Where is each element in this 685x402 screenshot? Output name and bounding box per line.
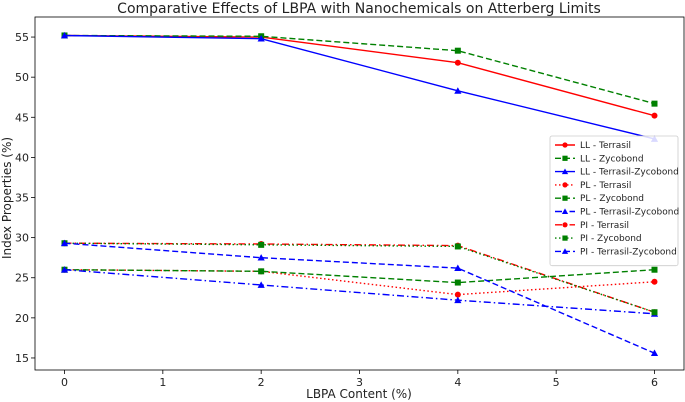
series-line bbox=[64, 34, 655, 140]
legend-marker bbox=[562, 235, 568, 241]
x-axis: 0 1 2 3 4 5 6 bbox=[61, 370, 658, 389]
x-tick-label: 5 bbox=[553, 376, 560, 389]
y-tick-label: 15 bbox=[15, 352, 29, 365]
plot-area bbox=[34, 16, 685, 371]
series-line bbox=[64, 242, 655, 313]
data-point bbox=[454, 264, 462, 271]
x-tick-label: 4 bbox=[454, 376, 461, 389]
legend-item: LL - Terrasil bbox=[555, 141, 631, 151]
y-tick-label: 25 bbox=[15, 272, 29, 285]
y-axis: 15 20 25 30 35 40 45 50 55 bbox=[15, 31, 35, 365]
y-axis-title: Index Properties (%) bbox=[0, 137, 14, 259]
data-point bbox=[258, 241, 265, 248]
series-1 bbox=[61, 32, 658, 107]
legend-label: LL - Terrasil-Zycobond bbox=[580, 168, 679, 178]
y-tick-label: 55 bbox=[15, 31, 29, 44]
data-point bbox=[454, 243, 461, 250]
legend-box bbox=[549, 135, 679, 267]
data-point bbox=[651, 309, 658, 316]
x-tick-label: 2 bbox=[258, 376, 265, 389]
legend-marker bbox=[562, 195, 568, 201]
data-point bbox=[60, 239, 69, 247]
data-point bbox=[454, 296, 462, 304]
legend-item: PI - Terrasil bbox=[555, 221, 629, 231]
series-line bbox=[64, 269, 655, 315]
series-2 bbox=[60, 31, 659, 142]
data-point bbox=[257, 35, 265, 42]
y-tick-label: 50 bbox=[15, 71, 29, 84]
legend-marker bbox=[561, 208, 569, 214]
y-tick-label: 35 bbox=[15, 192, 29, 205]
data-point bbox=[258, 268, 265, 275]
legend-item: LL - Terrasil-Zycobond bbox=[555, 168, 679, 178]
y-tick-label: 20 bbox=[15, 312, 29, 325]
x-tick-label: 3 bbox=[356, 376, 363, 389]
series-line bbox=[64, 269, 655, 296]
legend-label: PL - Terrasil-Zycobond bbox=[580, 208, 679, 218]
data-point bbox=[454, 47, 461, 54]
legend-marker bbox=[561, 168, 569, 175]
data-point bbox=[454, 279, 461, 286]
data-point bbox=[60, 31, 69, 39]
data-point bbox=[650, 349, 659, 357]
legend-label: PI - Terrasil-Zycobond bbox=[580, 247, 677, 257]
data-point bbox=[651, 100, 658, 107]
data-point bbox=[60, 266, 69, 273]
y-tick-label: 45 bbox=[15, 111, 29, 124]
series-line bbox=[64, 34, 655, 117]
y-tick-label: 40 bbox=[15, 151, 29, 164]
legend-label: PL - Zycobond bbox=[580, 194, 644, 204]
legend-label: LL - Zycobond bbox=[580, 154, 644, 164]
legend-marker bbox=[562, 182, 568, 188]
data-point bbox=[257, 281, 265, 288]
legend-label: PI - Terrasil bbox=[580, 221, 629, 231]
legend-item: PL - Terrasil-Zycobond bbox=[555, 208, 679, 218]
legend-marker bbox=[562, 222, 568, 228]
data-point bbox=[257, 254, 265, 261]
data-point bbox=[454, 87, 462, 94]
legend: LL - Terrasil LL - Zycobond LL - Terrasil-… bbox=[549, 135, 679, 267]
series-0 bbox=[61, 32, 658, 119]
x-axis-title: LBPA Content (%) bbox=[306, 387, 412, 401]
legend-item: PI - Zycobond bbox=[555, 234, 642, 244]
x-tick-label: 1 bbox=[159, 376, 166, 389]
legend-item: PI - Terrasil-Zycobond bbox=[555, 247, 677, 257]
legend-marker bbox=[561, 248, 569, 254]
data-point bbox=[454, 59, 461, 66]
legend-label: LL - Terrasil bbox=[580, 141, 631, 151]
legend-marker bbox=[562, 142, 568, 148]
data-point bbox=[651, 266, 658, 273]
series-5 bbox=[60, 266, 659, 317]
legend-marker bbox=[562, 155, 568, 161]
legend-label: PL - Terrasil bbox=[580, 181, 631, 191]
series-8 bbox=[60, 239, 659, 357]
legend-item: PL - Zycobond bbox=[555, 194, 644, 204]
legend-label: PI - Zycobond bbox=[580, 234, 642, 244]
data-point bbox=[651, 112, 658, 119]
x-tick-label: 6 bbox=[651, 376, 658, 389]
x-tick-label: 0 bbox=[61, 376, 68, 389]
data-point bbox=[454, 291, 461, 298]
series-line bbox=[64, 34, 655, 105]
chart-title: Comparative Effects of LBPA with Nanoche… bbox=[117, 1, 601, 17]
legend-item: PL - Terrasil bbox=[555, 181, 631, 191]
legend-item: LL - Zycobond bbox=[555, 154, 644, 164]
y-tick-label: 30 bbox=[15, 232, 29, 245]
data-point bbox=[651, 278, 658, 285]
